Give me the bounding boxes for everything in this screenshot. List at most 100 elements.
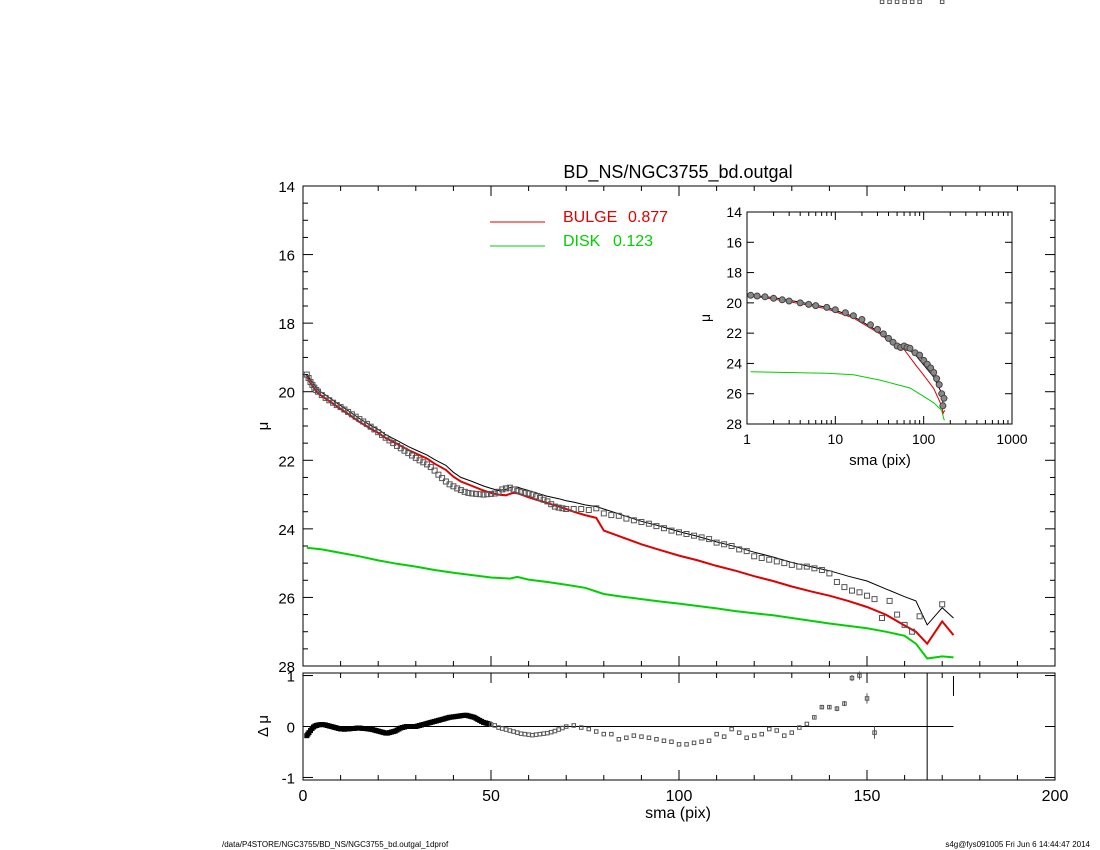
residual-y-tick-label: 0 bbox=[287, 720, 295, 737]
inset-y-tick-label: 14 bbox=[726, 204, 742, 220]
main-data-point bbox=[555, 504, 562, 511]
main-data-point bbox=[465, 489, 472, 496]
main-y-tick-label: 24 bbox=[278, 522, 295, 539]
inset-x-tick-label: 1000 bbox=[996, 431, 1027, 447]
main-data-point bbox=[529, 491, 536, 498]
residual-data-point bbox=[526, 732, 531, 737]
main-data-point bbox=[856, 589, 863, 596]
main-data-point bbox=[315, 388, 321, 395]
main-data-point bbox=[623, 515, 630, 522]
residual-data-point bbox=[676, 742, 682, 747]
main-data-point bbox=[578, 506, 585, 512]
main-data-point bbox=[871, 596, 878, 603]
inset-y-tick-label: 18 bbox=[726, 265, 742, 281]
main-y-ticks: 14 16 18 20 22 24 26 28 bbox=[278, 179, 1056, 676]
main-data-point bbox=[615, 512, 622, 519]
residual-data-point bbox=[849, 675, 855, 681]
residual-x-tick-label: 50 bbox=[482, 788, 500, 805]
main-data-point bbox=[796, 563, 803, 570]
residual-x-axis-label: sma (pix) bbox=[645, 805, 711, 822]
main-data-point bbox=[491, 490, 498, 497]
main-data-point bbox=[521, 489, 528, 496]
residual-data-point bbox=[631, 733, 637, 738]
inset-data-point bbox=[858, 316, 866, 323]
main-data-point bbox=[559, 505, 566, 512]
residual-data-points bbox=[304, 0, 945, 747]
residual-data-point bbox=[834, 706, 840, 711]
main-data-point bbox=[476, 491, 483, 498]
residual-data-point bbox=[556, 727, 561, 732]
residual-data-point bbox=[789, 730, 794, 735]
main-data-point bbox=[773, 558, 780, 565]
main-data-point bbox=[698, 534, 705, 541]
main-data-point bbox=[864, 592, 870, 599]
main-data-point bbox=[833, 579, 840, 585]
inset-y-tick-label: 26 bbox=[726, 386, 742, 402]
main-data-point bbox=[826, 570, 833, 577]
residual-data-point bbox=[819, 704, 825, 710]
main-y-tick-label: 28 bbox=[278, 659, 295, 676]
main-data-point bbox=[811, 565, 818, 572]
inset-data-point bbox=[761, 293, 769, 301]
residual-data-point bbox=[669, 739, 674, 744]
residual-data-point bbox=[522, 731, 528, 737]
residual-data-point bbox=[616, 737, 622, 742]
inset-data-point bbox=[879, 330, 887, 338]
residual-x-tick-label: 150 bbox=[854, 788, 881, 805]
main-data-point bbox=[803, 563, 810, 570]
main-data-point bbox=[457, 487, 464, 494]
inset-disk-line bbox=[750, 371, 946, 421]
residual-data-point bbox=[684, 742, 689, 747]
main-data-point bbox=[473, 490, 479, 497]
inset-axis-ticks: 14 16 18 20 22 24 26 281 10 100 1000 bbox=[726, 204, 1027, 447]
main-data-point bbox=[570, 506, 577, 512]
main-data-point bbox=[788, 561, 795, 568]
inset-data-point bbox=[867, 321, 874, 329]
inset-data-point bbox=[885, 334, 892, 342]
residual-data-point bbox=[752, 733, 757, 738]
main-y-tick-label: 20 bbox=[278, 385, 295, 402]
inset-data-point bbox=[933, 375, 941, 383]
residual-data-point bbox=[507, 728, 513, 733]
main-data-point bbox=[431, 467, 438, 474]
inset-data-point bbox=[940, 394, 948, 402]
residual-data-point bbox=[594, 729, 599, 734]
legend-disk-name: DISK bbox=[563, 233, 601, 250]
inset-data-point bbox=[939, 402, 947, 410]
main-data-point bbox=[514, 488, 521, 495]
main-data-point bbox=[894, 611, 901, 618]
legend: BULGE 0.877 DISK 0.123 bbox=[490, 209, 668, 250]
inset-data-point bbox=[770, 294, 778, 302]
residual-data-point bbox=[601, 731, 606, 737]
inset-y-axis-label: μ bbox=[697, 314, 713, 322]
main-y-tick-label: 18 bbox=[278, 316, 295, 333]
inset-plot: 14 16 18 20 22 24 26 281 10 100 1000 sma (pix) μ bbox=[697, 204, 1028, 469]
main-data-point bbox=[540, 496, 547, 503]
inset-data-points bbox=[747, 291, 948, 410]
residual-data-point bbox=[729, 726, 734, 732]
main-data-point bbox=[909, 628, 916, 635]
residual-data-point bbox=[661, 738, 667, 743]
main-data-point bbox=[818, 567, 825, 573]
main-data-point bbox=[499, 486, 506, 493]
main-data-point bbox=[480, 491, 487, 498]
residual-data-point bbox=[533, 732, 539, 737]
main-data-point bbox=[563, 506, 570, 512]
residual-axis-ticks: 10-10 50 100 150 200 bbox=[282, 669, 1069, 805]
residual-data-point bbox=[744, 735, 749, 740]
inset-data-point bbox=[778, 296, 786, 304]
residual-data-point bbox=[503, 727, 509, 732]
residual-data-point bbox=[864, 696, 870, 701]
main-data-point bbox=[506, 484, 513, 491]
main-data-point bbox=[551, 503, 558, 510]
residual-data-point bbox=[879, 0, 885, 4]
main-data-point bbox=[691, 532, 697, 539]
inset-x-tick-label: 10 bbox=[828, 431, 844, 447]
residual-data-point bbox=[699, 739, 704, 744]
inset-y-tick-label: 28 bbox=[726, 416, 742, 432]
main-data-point bbox=[303, 371, 310, 378]
residual-data-point bbox=[530, 732, 535, 738]
residual-data-point bbox=[571, 723, 576, 728]
legend-bulge-value: 0.877 bbox=[628, 209, 668, 226]
main-data-point bbox=[461, 488, 468, 495]
